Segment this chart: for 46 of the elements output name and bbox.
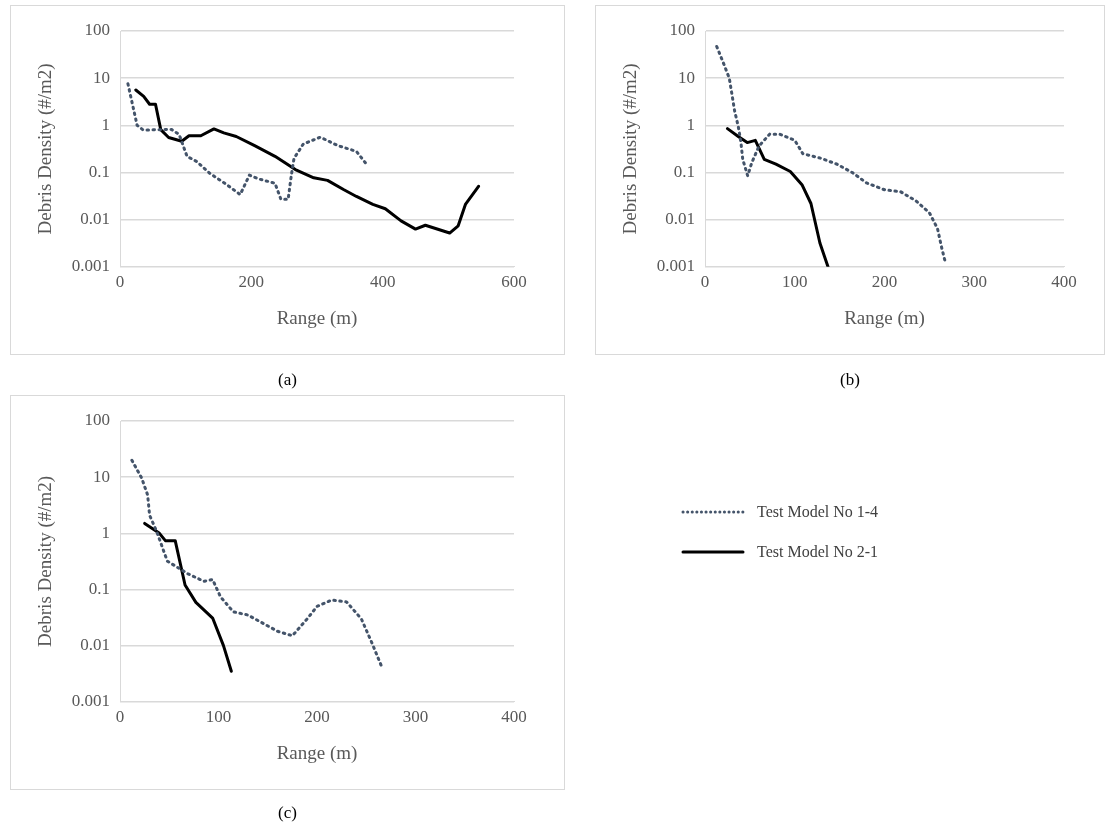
- x-tick-label: 400: [369, 272, 396, 292]
- text: (a): [277, 370, 298, 390]
- legend-label: Test Model No 1-4: [757, 503, 879, 521]
- y-tick-label: 0.1: [673, 161, 696, 181]
- text: (b): [839, 370, 861, 390]
- line-series: [130, 458, 383, 667]
- y-tick-label: 100: [669, 20, 696, 40]
- x-tick-label: 100: [782, 272, 808, 292]
- y-axis-title: Debris Density (#/m2): [34, 63, 57, 235]
- y-tick-label: 10: [93, 466, 111, 486]
- text: (c): [277, 803, 298, 823]
- line-series: [126, 82, 370, 201]
- x-tick-label: 100: [205, 707, 232, 727]
- y-tick-label: 0.001: [71, 691, 111, 711]
- x-tick-label: 0: [700, 272, 710, 292]
- x-tick-label: 200: [871, 272, 898, 292]
- x-tick-label: 300: [961, 272, 988, 292]
- x-tick-label: 600: [501, 272, 527, 292]
- y-tick-label: 0.01: [80, 635, 111, 655]
- x-tick-label: 0: [115, 272, 125, 292]
- y-tick-label: 1: [101, 522, 111, 542]
- y-tick-label: 0.001: [656, 256, 696, 276]
- x-tick-label: 200: [304, 707, 330, 727]
- x-axis-title: Range (m): [276, 741, 358, 764]
- legend-label: Test Model No 2-1: [757, 543, 879, 561]
- y-tick-label: 100: [84, 410, 111, 430]
- y-axis-title: Debris Density (#/m2): [34, 475, 57, 647]
- y-tick-label: 100: [84, 20, 111, 40]
- line-series: [715, 44, 947, 263]
- y-tick-label: 0.1: [88, 161, 111, 181]
- y-tick-label: 10: [678, 67, 696, 87]
- x-axis-title: Range (m): [844, 306, 925, 329]
- x-tick-label: 200: [238, 272, 265, 292]
- x-tick-label: 400: [501, 707, 527, 727]
- y-tick-label: 0.1: [88, 578, 111, 598]
- y-tick-label: 0.001: [71, 256, 111, 276]
- x-tick-label: 300: [402, 707, 429, 727]
- y-tick-label: 1: [101, 114, 111, 134]
- x-tick-label: 400: [1051, 272, 1077, 292]
- y-tick-label: 1: [686, 114, 696, 134]
- x-tick-label: 0: [115, 707, 125, 727]
- y-tick-label: 10: [93, 67, 111, 87]
- y-tick-label: 0.01: [665, 209, 696, 229]
- x-axis-title: Range (m): [276, 306, 358, 329]
- y-tick-label: 0.01: [80, 209, 111, 229]
- y-axis-title: Debris Density (#/m2): [619, 63, 642, 235]
